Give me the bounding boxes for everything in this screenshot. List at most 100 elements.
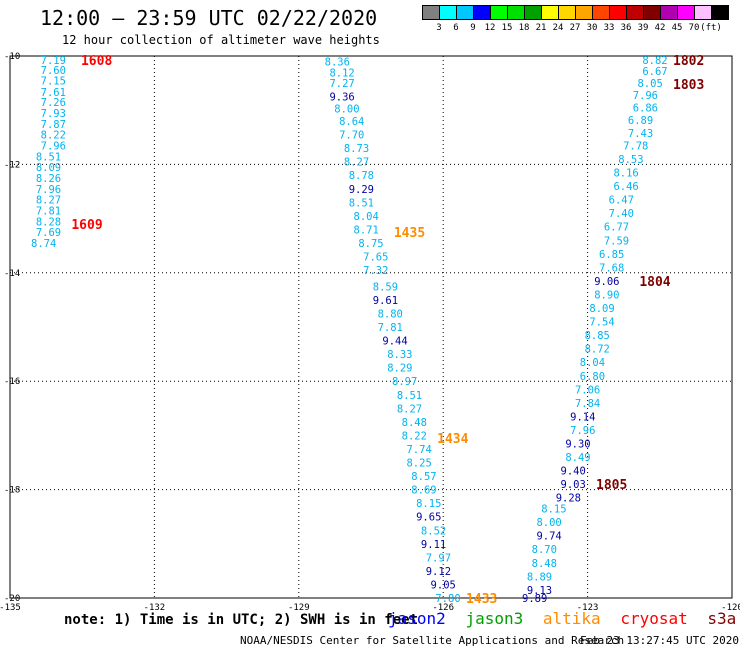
swh-value-label: 7.96 [570,425,595,437]
swh-value-label: 8.29 [387,363,412,375]
swh-value-label: 8.27 [397,403,422,415]
swh-value-label: 9.65 [416,512,441,524]
y-tick-label: -20 [4,594,20,604]
swh-value-label: 8.72 [585,344,610,356]
swh-value-label: 9.40 [561,466,586,478]
swh-value-label: 7.32 [363,265,388,277]
swh-value-label: 7.54 [589,317,614,329]
legend-cryosat: cryosat [620,609,688,628]
colorbar-label: 24 [552,23,564,33]
x-tick-label: -132 [144,603,166,613]
x-tick-label: -120 [721,603,740,613]
swh-value-label: 8.27 [344,157,369,169]
swh-value-label: 9.36 [329,92,354,104]
swh-value-label: 7.87 [41,119,66,131]
colorbar-label: 15 [501,23,513,33]
swh-value-label: 9.89 [522,593,547,605]
x-tick-label: -129 [288,603,310,613]
pass-time-label: 1433 [466,592,497,607]
swh-value-label: 8.49 [565,452,590,464]
legend-altika: altika [542,609,601,628]
pass-time-label: 1434 [437,432,468,447]
swh-value-label: 8.05 [638,78,663,90]
swh-value-label: 7.43 [628,128,653,140]
swh-value-label: 8.74 [31,238,56,250]
footer-credit: NOAA/NESDIS Center for Satellite Applica… [240,634,625,647]
swh-value-label: 6.67 [642,66,667,78]
swh-value-label: 9.30 [565,439,590,451]
swh-value-label: 6.89 [628,115,653,127]
swh-value-label: 7.81 [36,205,61,217]
swh-value-label: 9.44 [382,336,407,348]
swh-value-label: 8.36 [325,56,350,68]
colorbar-label: 18 [518,23,530,33]
pass-time-label: 1804 [639,275,670,290]
swh-value-label: 8.16 [613,168,638,180]
swh-value-label: 6.77 [604,222,629,234]
legend-jason3: jason3 [465,609,524,628]
swh-value-label: 7.97 [426,552,451,564]
swh-value-label: 9.11 [421,539,446,551]
swh-value-label: 8.82 [642,55,667,67]
swh-value-label: 8.59 [373,281,398,293]
y-tick-label: -14 [4,269,20,279]
pass-time-label: 1802 [673,54,704,69]
y-tick-label: -12 [4,160,20,170]
swh-value-label: 7.15 [41,75,66,87]
swh-value-label: 8.80 [378,308,403,320]
page-title: 12:00 – 23:59 UTC 02/22/2020 [40,6,378,30]
plot-frame [9,55,733,599]
swh-value-label: 8.70 [532,544,557,556]
swh-value-label: 9.28 [556,493,581,505]
swh-value-label: 7.96 [36,184,61,196]
swh-value-label: 9.74 [536,531,561,543]
swh-value-label: 8.64 [339,116,364,128]
swh-value-label: 7.40 [609,208,634,220]
swh-value-label: 9.14 [570,411,595,423]
y-tick-label: -16 [4,377,20,387]
swh-value-label: 8.85 [585,330,610,342]
swh-value-label: 9.06 [594,276,619,288]
swh-value-label: 8.25 [406,458,431,470]
swh-value-label: 7.59 [604,235,629,247]
y-tick-label: -18 [4,486,20,496]
colorbar-label: 12 [484,23,496,33]
swh-value-label: 8.00 [536,517,561,529]
swh-value-label: 7.60 [41,65,66,77]
swh-value-label: 7.96 [633,90,658,102]
colorbar-label: 45 [671,23,683,33]
swh-value-label: 8.12 [329,67,354,79]
swh-value-label: 8.28 [36,216,61,228]
footer-timestamp: Feb 23 13:27:45 UTC 2020 [580,634,739,647]
swh-value-label: 8.22 [402,430,427,442]
swh-value-label: 8.73 [344,143,369,155]
swh-value-label: 7.78 [623,140,648,152]
swh-value-label: 6.86 [633,102,658,114]
swh-value-label: 9.12 [426,566,451,578]
colorbar-label: (ft) [700,23,722,33]
swh-value-label: 8.48 [532,558,557,570]
colorbar-label: 21 [535,23,547,33]
swh-value-label: 8.04 [354,211,379,223]
colorbar-label: 70 [688,23,700,33]
legend-jason2: jason2 [388,609,446,628]
colorbar-label: 33 [603,23,615,33]
swh-value-label: 6.47 [609,195,634,207]
swh-value-label: 8.97 [392,376,417,388]
colorbar-label: 27 [569,23,581,33]
colorbar-label: 30 [586,23,598,33]
swh-value-label: 7.69 [36,227,61,239]
swh-value-label: 8.22 [41,130,66,142]
swh-value-label: 7.81 [378,322,403,334]
swh-value-label: 8.52 [421,525,446,537]
colorbar-swatch [711,5,729,20]
swh-value-label: 9.13 [527,585,552,597]
swh-value-label: 9.61 [373,295,398,307]
y-tick-label: -10 [4,52,20,62]
swh-value-label: 7.74 [406,444,431,456]
swh-value-label: 7.93 [41,108,66,120]
swh-value-label: 8.78 [349,170,374,182]
swh-value-label: 8.51 [397,390,422,402]
x-tick-label: -135 [0,603,21,613]
pass-time-label: 1803 [673,78,704,93]
